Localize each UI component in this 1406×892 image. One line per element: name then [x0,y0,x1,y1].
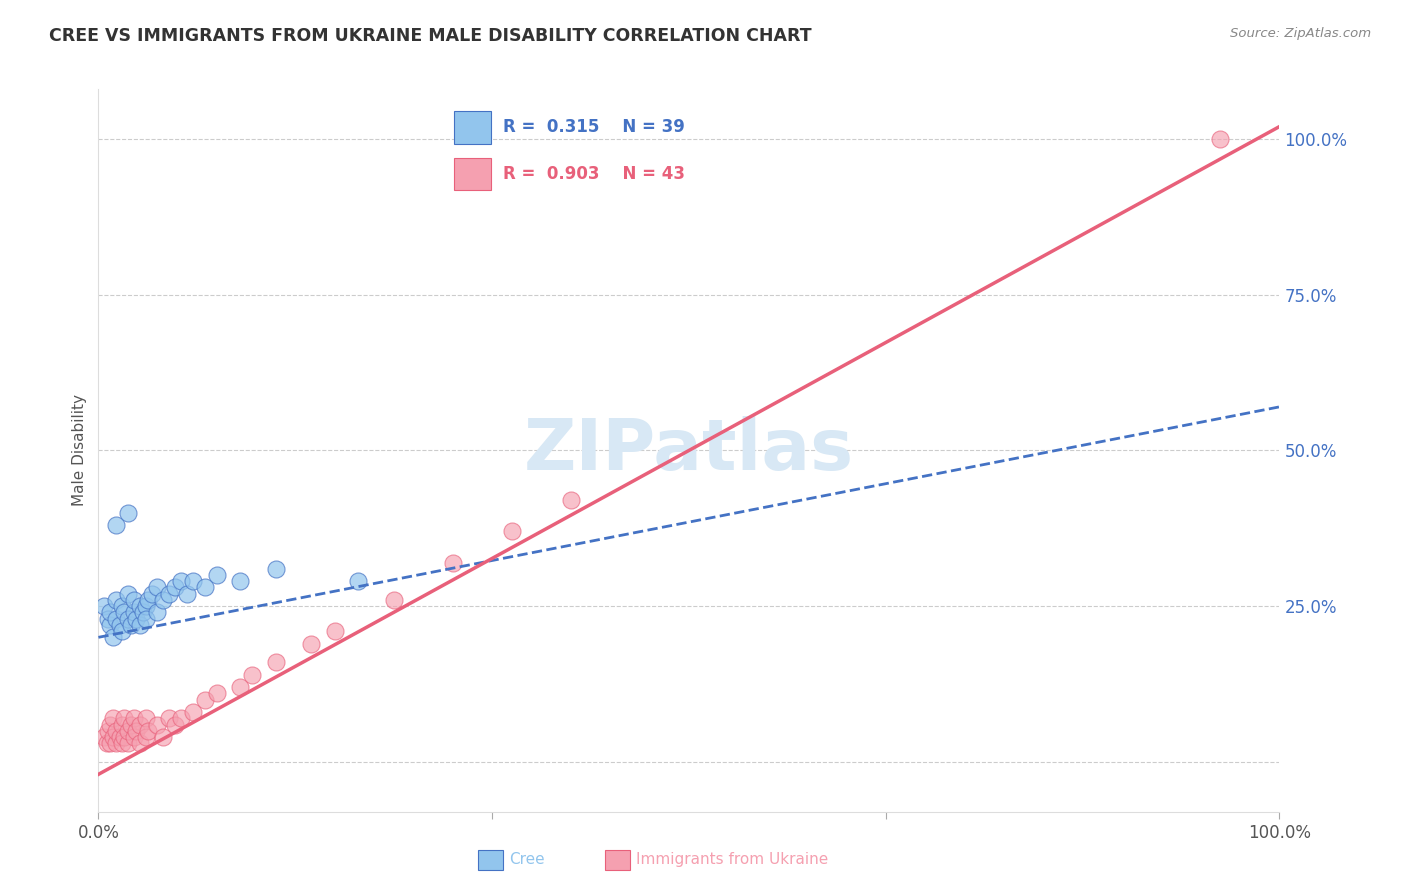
Point [122,593,145,607]
Text: R =  0.903    N = 43: R = 0.903 N = 43 [502,164,685,183]
Point [205,568,228,582]
Point [128,717,150,731]
Point [347,574,370,589]
Point [98,736,121,750]
Point [93,599,115,614]
Point [146,717,169,731]
Text: ZIPatlas: ZIPatlas [524,416,853,485]
Point [112,606,135,620]
Point [128,618,150,632]
Text: CREE VS IMMIGRANTS FROM UKRAINE MALE DISABILITY CORRELATION CHART: CREE VS IMMIGRANTS FROM UKRAINE MALE DIS… [49,27,811,45]
Point [1209,132,1232,146]
Point [135,599,157,614]
Point [97,723,120,738]
Point [136,723,159,738]
Point [323,624,346,639]
Point [299,636,322,650]
Point [93,730,115,744]
Text: R =  0.315    N = 39: R = 0.315 N = 39 [502,119,685,136]
Point [122,711,145,725]
Point [128,599,150,614]
Point [105,518,128,533]
Point [141,587,163,601]
Point [101,711,124,725]
Point [108,730,131,744]
Point [240,667,263,681]
Point [98,606,121,620]
FancyBboxPatch shape [454,112,491,145]
Point [125,723,148,738]
Point [105,736,128,750]
Point [128,736,150,750]
Point [165,581,187,595]
Point [121,717,143,731]
Point [108,618,131,632]
Point [181,574,204,589]
Point [135,711,157,725]
Point [136,593,159,607]
Point [117,587,139,601]
Point [96,736,118,750]
Point [122,606,145,620]
Point [105,593,128,607]
Y-axis label: Male Disability: Male Disability [72,394,87,507]
Point [125,612,148,626]
Text: Cree: Cree [509,853,544,867]
Point [229,574,252,589]
Point [157,711,180,725]
Point [170,711,193,725]
FancyBboxPatch shape [454,158,491,190]
Point [111,736,134,750]
Point [170,574,193,589]
Point [194,581,217,595]
Point [117,506,139,520]
Point [152,593,174,607]
Text: Immigrants from Ukraine: Immigrants from Ukraine [636,853,828,867]
Point [122,730,145,744]
Point [152,730,174,744]
Point [165,717,187,731]
Point [111,624,134,639]
Point [111,717,134,731]
Point [229,680,252,694]
Point [121,618,143,632]
Point [264,655,287,669]
Point [98,717,121,731]
Point [98,618,121,632]
Point [117,612,139,626]
Point [441,556,464,570]
Point [111,599,134,614]
Point [117,723,139,738]
Point [382,593,405,607]
Text: Source: ZipAtlas.com: Source: ZipAtlas.com [1230,27,1371,40]
Point [560,493,582,508]
Point [101,730,124,744]
Point [105,723,128,738]
Point [146,606,169,620]
Point [97,612,120,626]
Point [117,736,139,750]
Point [146,581,169,595]
Point [205,686,228,700]
Point [176,587,198,601]
Point [135,730,157,744]
Point [101,630,124,644]
Point [181,705,204,719]
Point [264,562,287,576]
Point [112,711,135,725]
Point [105,612,128,626]
Point [501,524,523,539]
Point [132,606,155,620]
Point [112,730,135,744]
Point [194,692,217,706]
Point [157,587,180,601]
Point [135,612,157,626]
